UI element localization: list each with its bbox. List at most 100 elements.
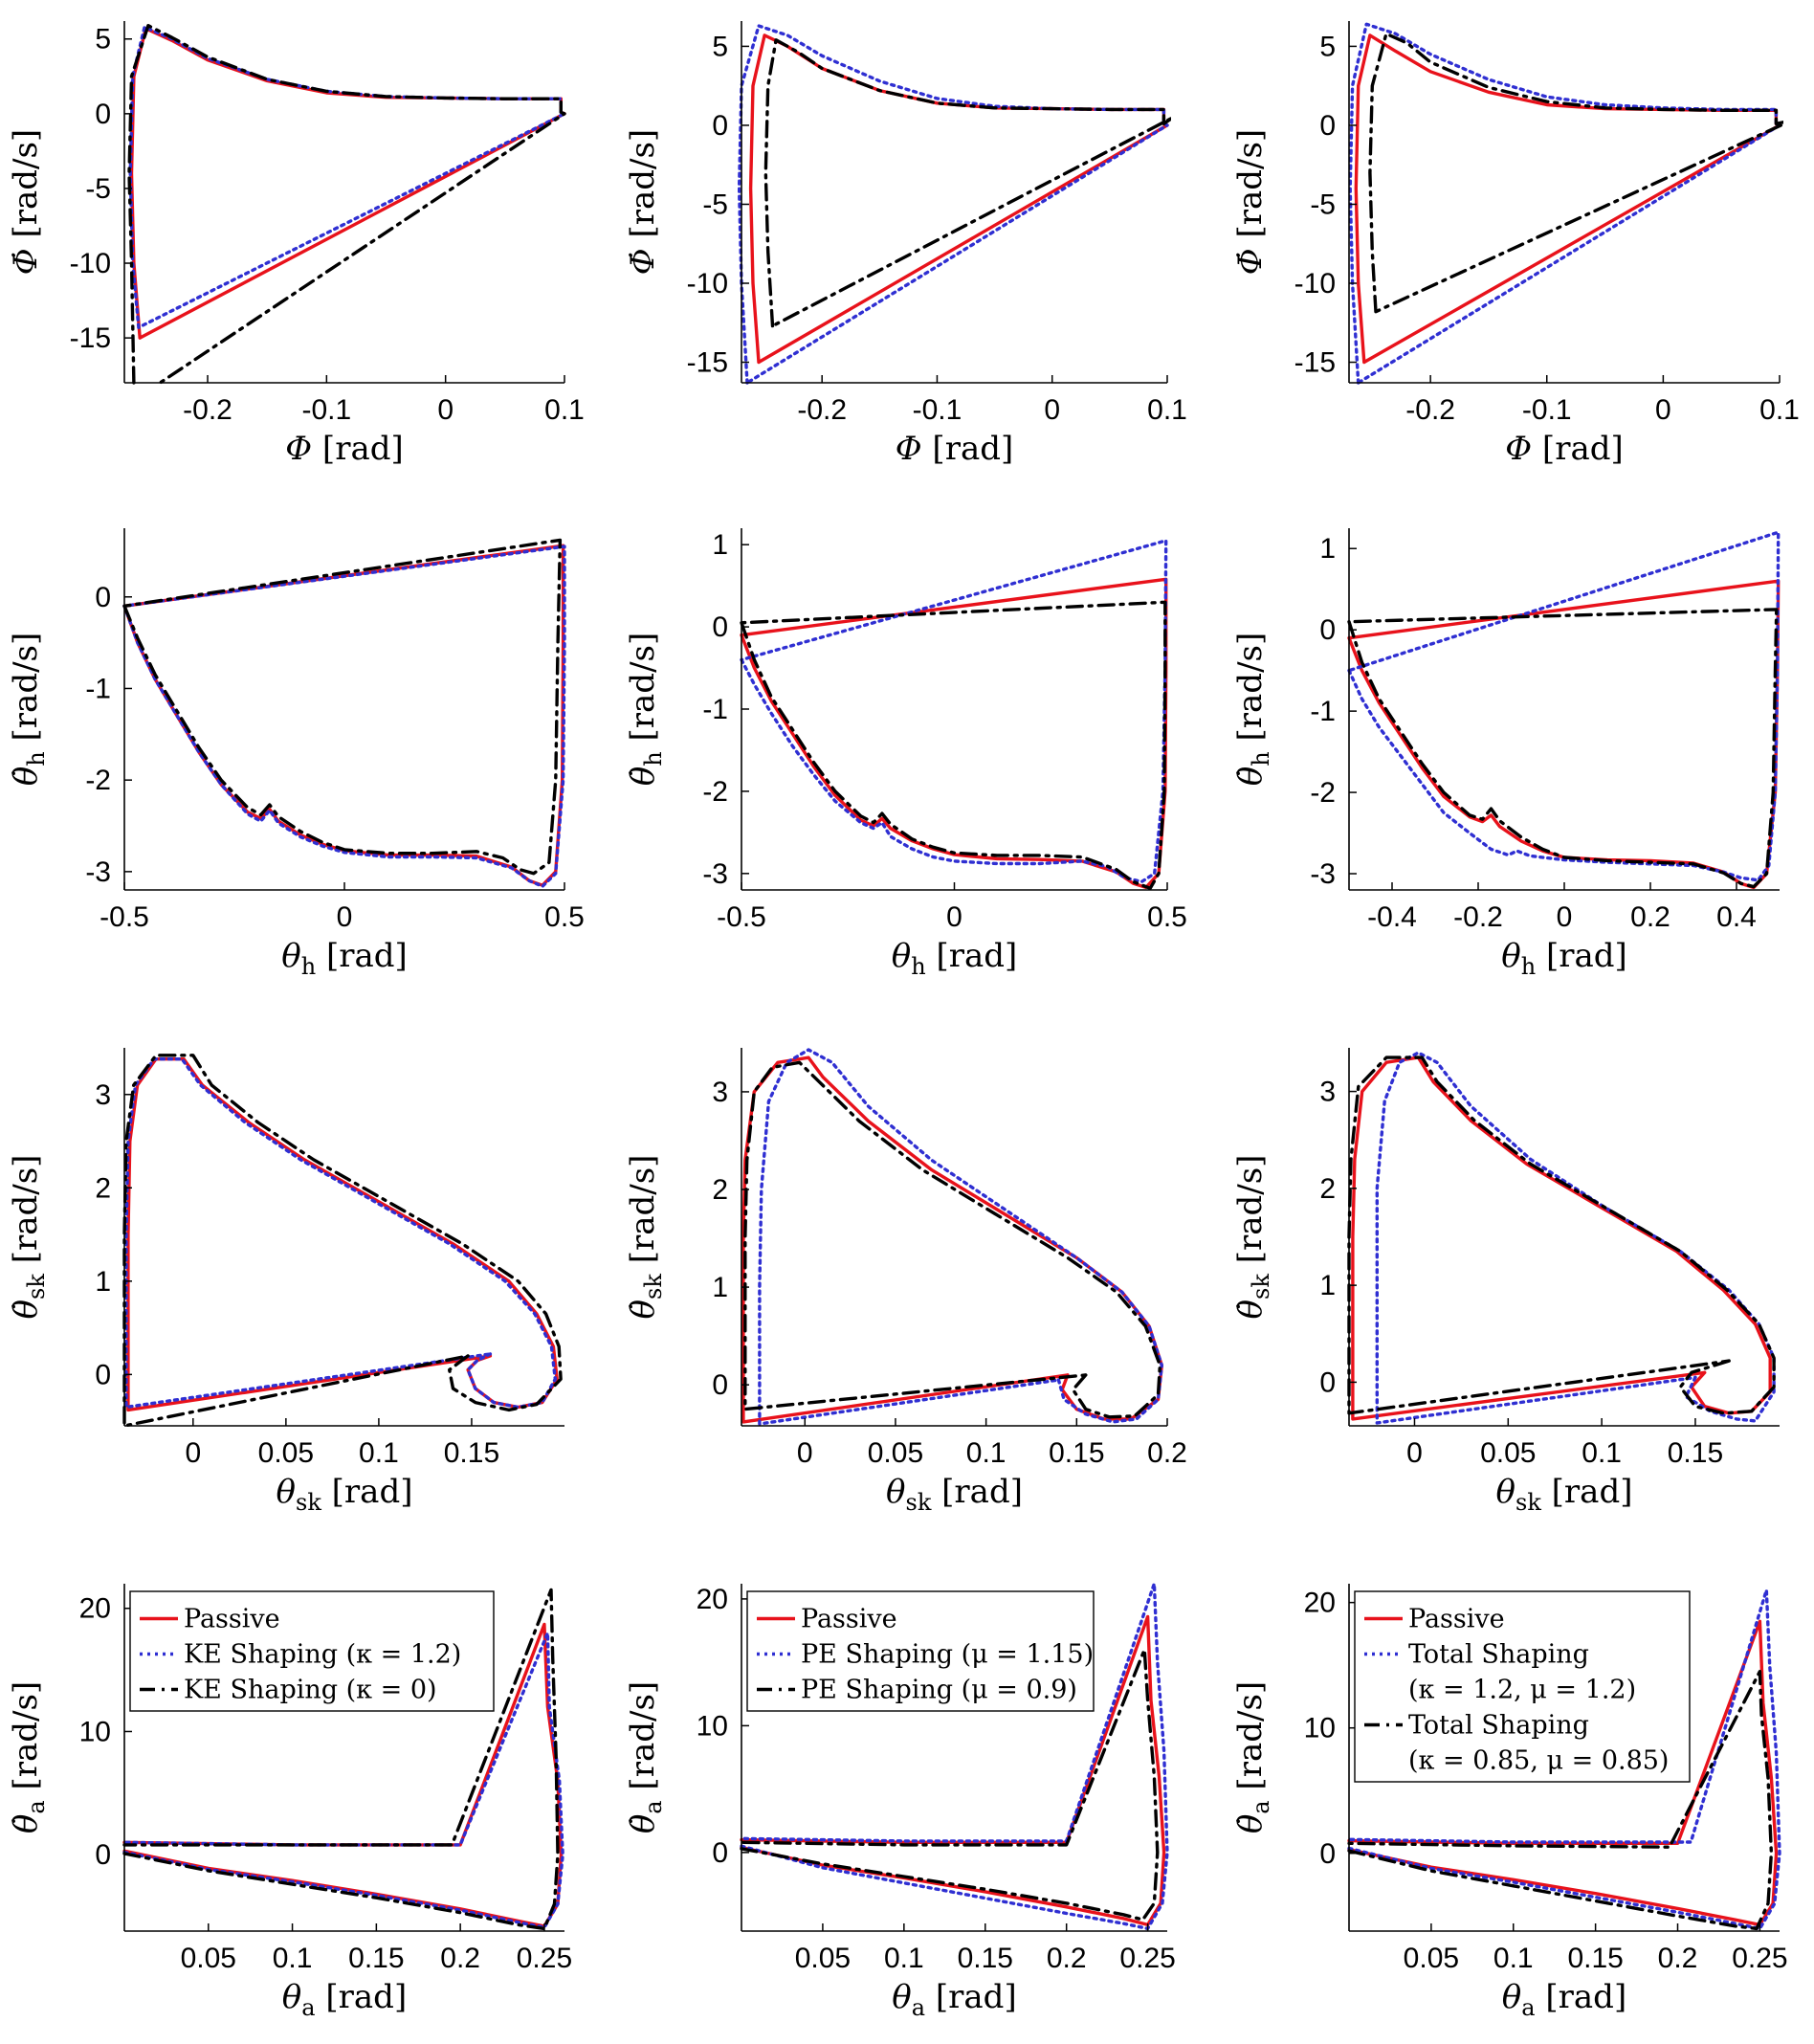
series-passive-line <box>1354 33 1781 365</box>
x-axis-label: θa [rad] <box>282 1978 407 2021</box>
series-black-line <box>1368 32 1783 314</box>
x-tick-label: 0.05 <box>1480 1437 1536 1469</box>
x-tick-label: 0 <box>797 1437 813 1469</box>
y-tick-label: -3 <box>702 858 728 890</box>
x-tick-label: -0.2 <box>1453 901 1503 933</box>
y-tick-label: -1 <box>1310 696 1336 727</box>
x-tick-label: 0.1 <box>1493 1943 1534 1974</box>
y-tick-label: 0 <box>1319 614 1336 646</box>
subplot-r2-c1: 0 0.05 0.1 0.15 0.2 3 2 1 0 θsk [rad] θ̇sk [rad/s] <box>624 1048 1187 1516</box>
x-tick-label: 0.15 <box>444 1437 499 1469</box>
x-tick-label: 0 <box>1655 394 1671 426</box>
series-black-line <box>1347 608 1779 889</box>
series-blue-line <box>1375 1051 1776 1425</box>
x-axis-label: θh [rad] <box>892 937 1018 980</box>
series-black-line <box>740 600 1167 890</box>
y-tick-label: 1 <box>1319 533 1336 565</box>
y-tick-label: -10 <box>1294 268 1336 300</box>
x-tick-label: 0.25 <box>1732 1943 1787 1974</box>
legend-label: (κ = 0.85, μ = 0.85) <box>1408 1746 1669 1776</box>
y-axis-label: θ̇a [rad/s] <box>624 1681 667 1833</box>
x-tick-label: 0.1 <box>273 1943 313 1974</box>
y-tick-label: -15 <box>1294 347 1336 379</box>
x-tick-label: -0.5 <box>717 901 766 933</box>
x-axis-label: θsk [rad] <box>1496 1473 1633 1516</box>
x-tick-label: 0.25 <box>517 1943 572 1974</box>
x-axis-label: θh [rad] <box>1501 937 1627 980</box>
x-tick-label: 0.4 <box>1716 901 1757 933</box>
series-blue-line <box>758 1048 1163 1426</box>
x-axis-label: θsk [rad] <box>277 1473 413 1516</box>
series-passive-line <box>129 27 566 340</box>
x-tick-label: 0.05 <box>868 1437 923 1469</box>
series-blue-line <box>122 1631 564 1929</box>
series-blue-line <box>738 24 1169 385</box>
x-tick-label: 0 <box>946 901 962 933</box>
y-tick-label: 20 <box>79 1593 111 1625</box>
y-tick-label: 3 <box>712 1077 728 1108</box>
x-tick-label: 0.1 <box>1582 1437 1622 1469</box>
legend-label: Passive <box>184 1605 280 1634</box>
series-black-line <box>122 538 563 876</box>
y-tick-label: -2 <box>702 776 728 808</box>
subplot-r1-c0: -0.5 0 0.5 0 -1 -2 -3 θh [rad] θ̇h [rad/s] <box>7 528 585 980</box>
x-tick-label: 0.05 <box>795 1943 851 1974</box>
series-blue-line <box>740 539 1168 884</box>
y-axis-label: θ̇sk [rad/s] <box>1231 1155 1274 1320</box>
series-blue-line <box>740 1582 1169 1931</box>
y-axis-label: θ̇a [rad/s] <box>7 1681 50 1833</box>
x-tick-label: -0.5 <box>100 901 149 933</box>
x-tick-label: 0.15 <box>1567 1943 1623 1974</box>
y-tick-label: 20 <box>697 1584 728 1615</box>
y-tick-label: -15 <box>70 322 111 354</box>
x-tick-label: -0.4 <box>1367 901 1417 933</box>
y-tick-label: 10 <box>697 1710 728 1742</box>
y-tick-label: -2 <box>85 765 111 796</box>
series-passive-line <box>740 577 1168 890</box>
y-axis-label: θ̇sk [rad/s] <box>7 1155 50 1320</box>
x-tick-label: -0.1 <box>301 394 351 426</box>
series-black-line <box>743 1060 1162 1419</box>
subplot-r3-c1: 0.05 0.1 0.15 0.2 0.25 20 10 0 θa [rad] θ̇a [rad/… <box>624 1582 1176 2021</box>
y-axis-label: Φ̇ [rad/s] <box>624 129 662 275</box>
y-tick-label: -5 <box>1310 189 1336 220</box>
y-tick-label: 2 <box>1319 1173 1336 1205</box>
x-axis-label: Φ [rad] <box>285 430 404 468</box>
y-tick-label: -10 <box>687 268 728 300</box>
series-black-line <box>127 24 566 385</box>
y-axis-label: θ̇h [rad/s] <box>7 633 50 786</box>
series-blue-line <box>122 544 566 888</box>
subplot-r2-c0: 0 0.05 0.1 0.15 3 2 1 0 θsk [rad] θ̇sk [rad/s] <box>7 1048 564 1516</box>
y-tick-label: 10 <box>1304 1713 1336 1744</box>
x-axis-label: Φ [rad] <box>1505 430 1624 468</box>
x-axis-label: θsk [rad] <box>886 1473 1023 1516</box>
x-tick-label: 0.1 <box>966 1437 1007 1469</box>
y-tick-label: 0 <box>95 99 111 130</box>
series-black-line <box>122 1588 560 1931</box>
legend-label: (κ = 1.2, μ = 1.2) <box>1408 1676 1636 1705</box>
x-tick-label: 0 <box>1044 394 1060 426</box>
x-axis-label: Φ [rad] <box>896 430 1014 468</box>
y-tick-label: -15 <box>687 347 728 379</box>
y-tick-label: 0 <box>712 1369 728 1401</box>
y-tick-label: -3 <box>1310 858 1336 890</box>
legend-label: PE Shaping (μ = 0.9) <box>801 1676 1077 1705</box>
y-tick-label: -10 <box>70 248 111 279</box>
legend-label: Passive <box>1408 1605 1505 1634</box>
y-tick-label: 0 <box>95 582 111 613</box>
x-tick-label: 0.2 <box>1658 1943 1698 1974</box>
y-tick-label: 2 <box>712 1174 728 1206</box>
subplot-r1-c1: -0.5 0 0.5 1 0 -1 -2 -3 θh [rad] θ̇h [rad/s] <box>624 528 1187 980</box>
x-tick-label: 0.25 <box>1119 1943 1175 1974</box>
series-black-line <box>122 1054 563 1428</box>
legend-label: Passive <box>801 1605 897 1634</box>
y-tick-label: 0 <box>95 1839 111 1871</box>
y-axis-label: θ̇h [rad/s] <box>624 633 667 786</box>
series-blue-line <box>1347 530 1781 882</box>
y-tick-label: 5 <box>95 24 111 56</box>
legend-box <box>129 1590 495 1712</box>
x-tick-label: 0 <box>1557 901 1573 933</box>
x-tick-label: 0.15 <box>958 1943 1013 1974</box>
x-tick-label: 0.2 <box>1047 1943 1087 1974</box>
